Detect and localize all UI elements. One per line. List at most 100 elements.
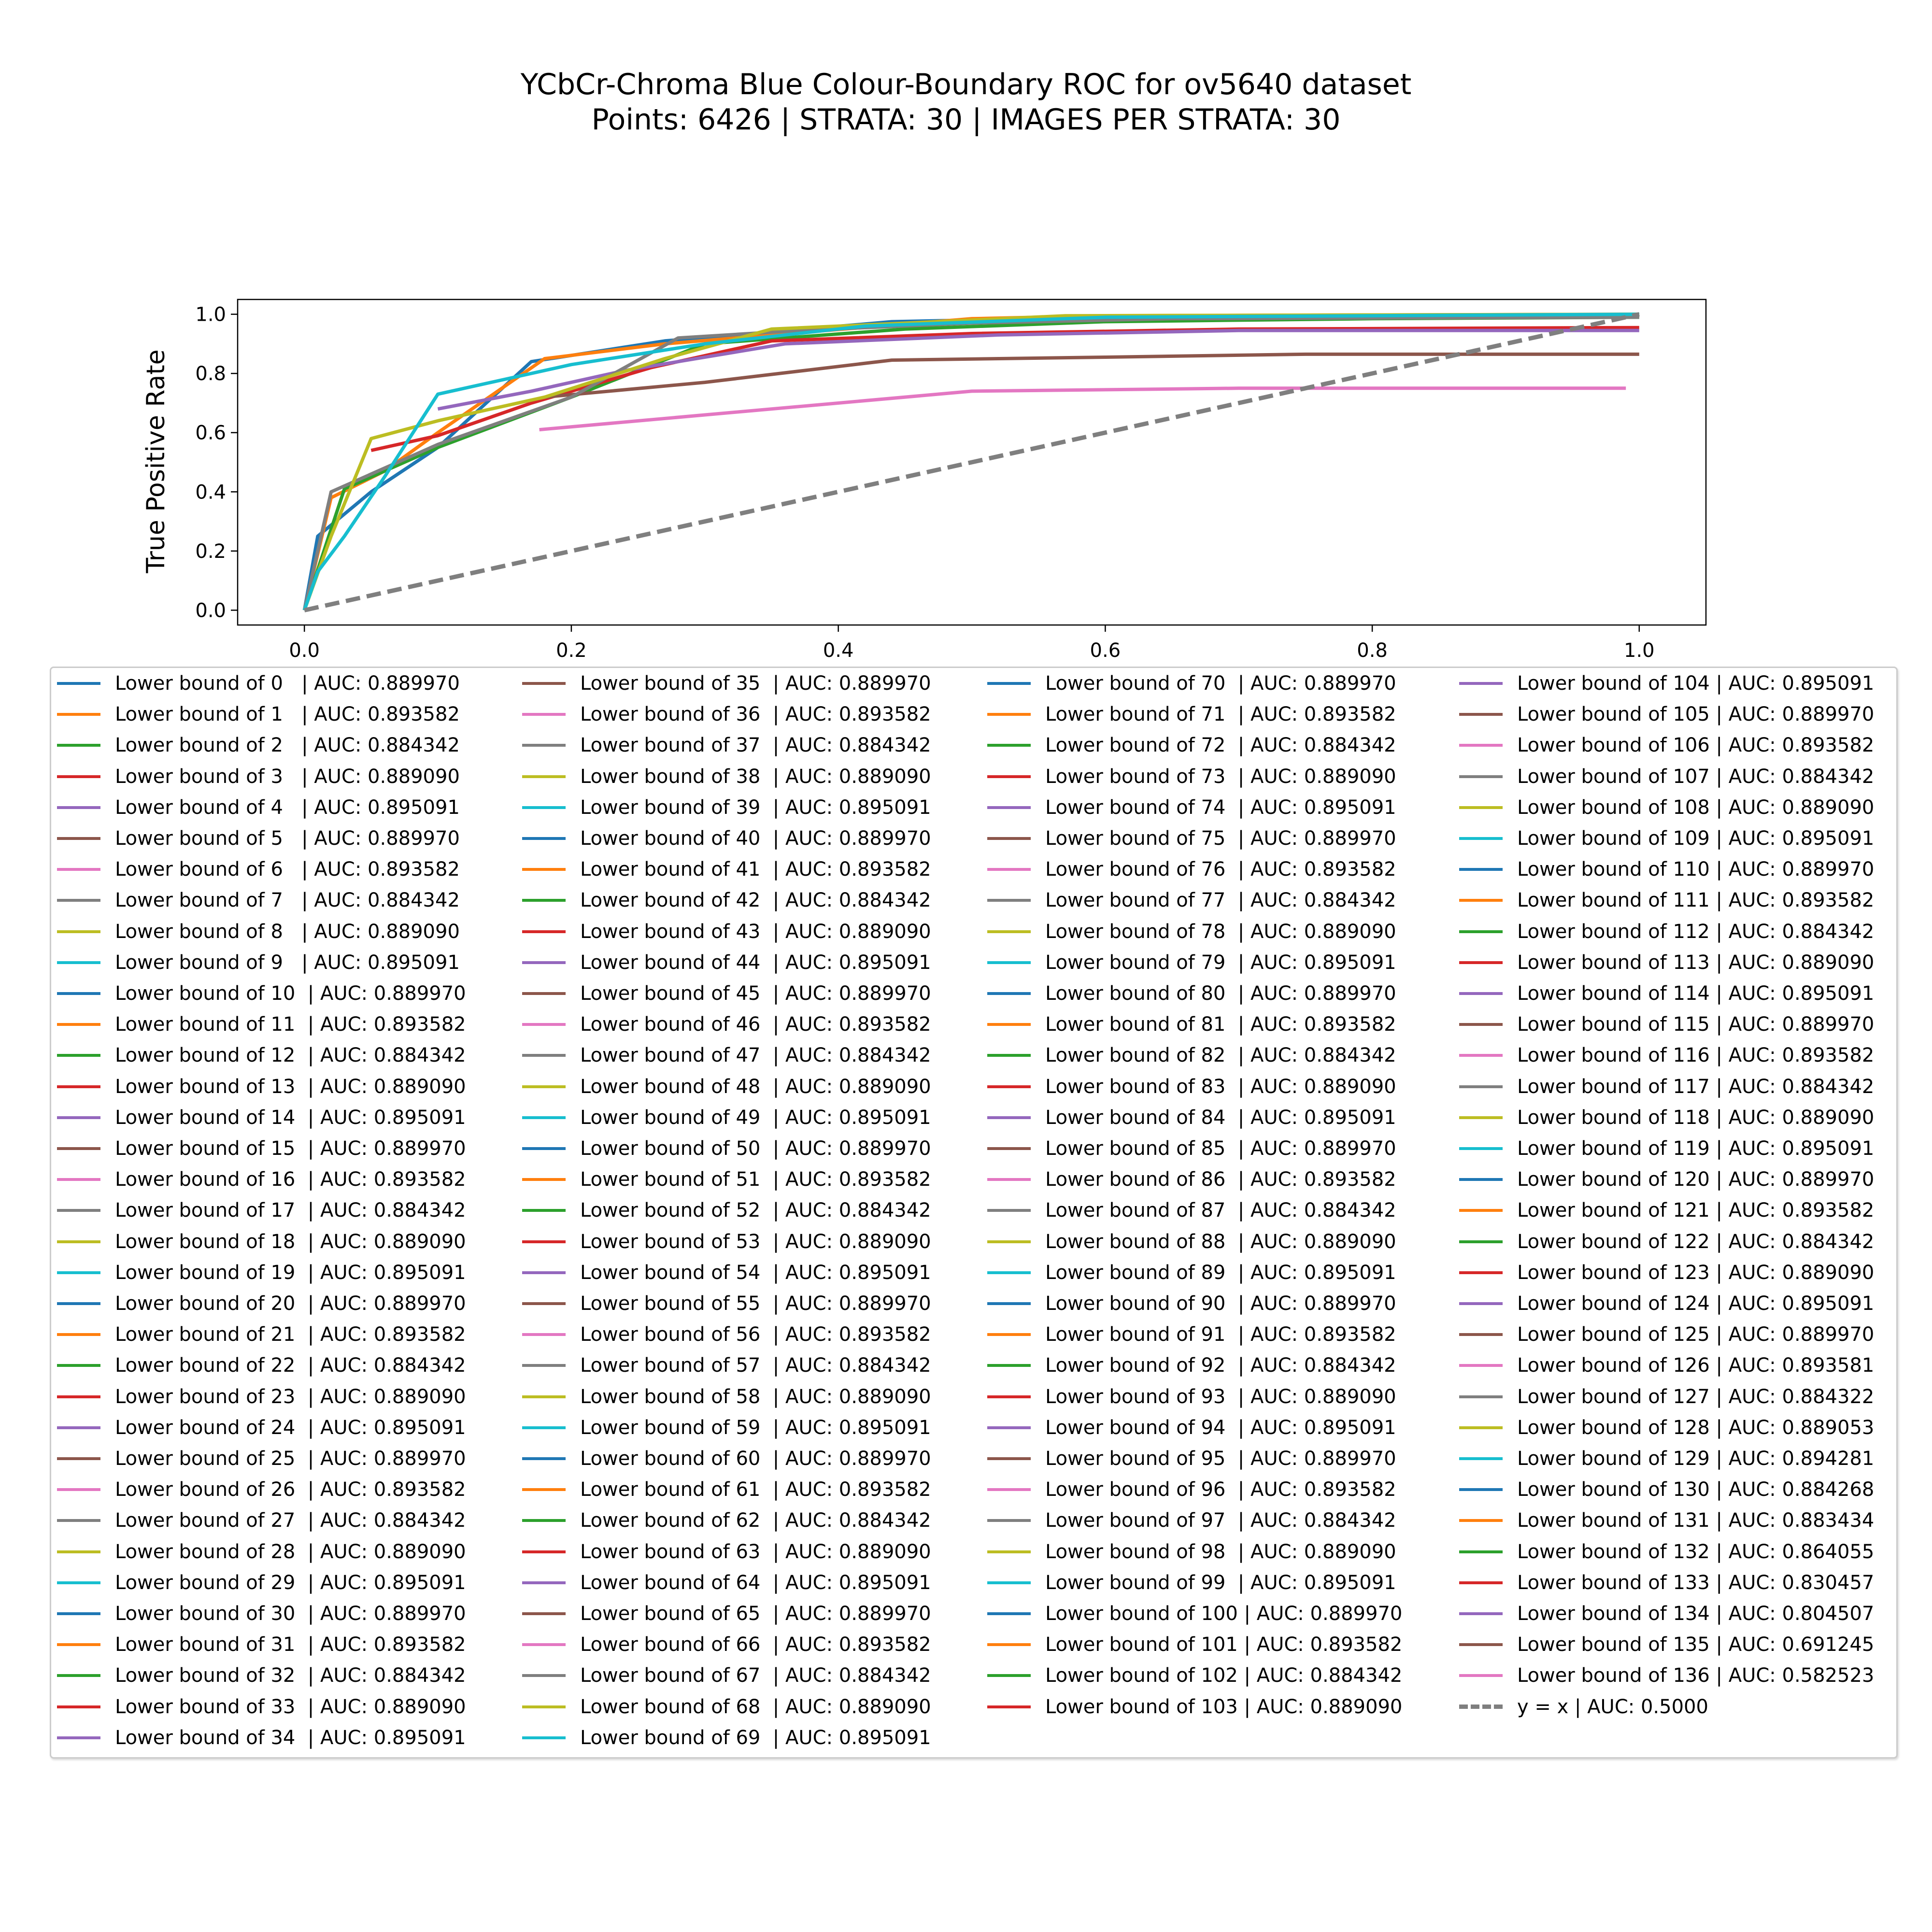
legend-swatch xyxy=(522,930,566,933)
legend-entry: Lower bound of 81 | AUC: 0.893582 xyxy=(987,1009,1396,1040)
roc-curves xyxy=(302,312,1640,612)
legend-swatch xyxy=(987,1209,1031,1212)
legend-label: Lower bound of 135 | AUC: 0.691245 xyxy=(1517,1634,1875,1656)
legend-swatch xyxy=(1459,1240,1503,1243)
legend-swatch xyxy=(522,1705,566,1708)
legend-entry: Lower bound of 106 | AUC: 0.893582 xyxy=(1459,730,1874,761)
legend-label: Lower bound of 98 | AUC: 0.889090 xyxy=(1045,1540,1396,1563)
legend-entry: Lower bound of 1 | AUC: 0.893582 xyxy=(57,699,460,730)
legend-entry: Lower bound of 82 | AUC: 0.884342 xyxy=(987,1040,1396,1071)
legend-label: Lower bound of 112 | AUC: 0.884342 xyxy=(1517,920,1875,943)
legend-swatch xyxy=(522,1054,566,1057)
legend-swatch xyxy=(57,868,100,871)
legend-swatch xyxy=(987,930,1031,933)
legend-entry: Lower bound of 5 | AUC: 0.889970 xyxy=(57,823,460,854)
legend-label: Lower bound of 118 | AUC: 0.889090 xyxy=(1517,1106,1875,1129)
legend-entry: Lower bound of 67 | AUC: 0.884342 xyxy=(522,1660,931,1691)
roc-curve-8 xyxy=(302,313,1639,611)
legend-entry: Lower bound of 6 | AUC: 0.893582 xyxy=(57,854,460,885)
legend-swatch xyxy=(57,1550,100,1553)
legend-entry: Lower bound of 43 | AUC: 0.889090 xyxy=(522,916,931,947)
legend-entry: Lower bound of 63 | AUC: 0.889090 xyxy=(522,1536,931,1567)
y-axis-label: True Positive Rate xyxy=(142,349,170,573)
legend-label: Lower bound of 59 | AUC: 0.895091 xyxy=(580,1416,931,1439)
legend-swatch xyxy=(987,1271,1031,1274)
legend-label: Lower bound of 35 | AUC: 0.889970 xyxy=(580,672,931,695)
legend-swatch xyxy=(522,1364,566,1367)
legend-swatch xyxy=(987,992,1031,995)
legend-entry: Lower bound of 89 | AUC: 0.895091 xyxy=(987,1257,1396,1288)
legend-swatch xyxy=(1459,1488,1503,1492)
legend-label: Lower bound of 9 | AUC: 0.895091 xyxy=(115,951,460,974)
legend-label: Lower bound of 101 | AUC: 0.893582 xyxy=(1045,1634,1403,1656)
legend-label: Lower bound of 96 | AUC: 0.893582 xyxy=(1045,1478,1396,1501)
legend-label: Lower bound of 102 | AUC: 0.884342 xyxy=(1045,1664,1403,1687)
legend-swatch xyxy=(987,775,1031,778)
legend-swatch xyxy=(57,930,100,933)
legend-label: Lower bound of 88 | AUC: 0.889090 xyxy=(1045,1230,1396,1253)
legend-entry: Lower bound of 111 | AUC: 0.893582 xyxy=(1459,885,1874,916)
legend-swatch xyxy=(522,806,566,809)
legend-entry: Lower bound of 35 | AUC: 0.889970 xyxy=(522,668,931,699)
legend-swatch xyxy=(1459,1178,1503,1181)
legend-swatch xyxy=(522,1116,566,1119)
legend-swatch xyxy=(1459,1209,1503,1212)
legend-entry: Lower bound of 128 | AUC: 0.889053 xyxy=(1459,1412,1874,1443)
legend-entry: Lower bound of 132 | AUC: 0.864055 xyxy=(1459,1536,1874,1567)
legend-swatch xyxy=(987,1333,1031,1336)
legend-label: Lower bound of 43 | AUC: 0.889090 xyxy=(580,920,931,943)
legend-swatch xyxy=(522,1457,566,1460)
legend-label: Lower bound of 2 | AUC: 0.884342 xyxy=(115,734,460,757)
legend-label: Lower bound of 100 | AUC: 0.889970 xyxy=(1045,1603,1403,1625)
legend-swatch xyxy=(987,961,1031,964)
legend-label: Lower bound of 68 | AUC: 0.889090 xyxy=(580,1695,931,1718)
legend-swatch xyxy=(522,1085,566,1088)
legend-entry: Lower bound of 70 | AUC: 0.889970 xyxy=(987,668,1396,699)
legend-label: Lower bound of 20 | AUC: 0.889970 xyxy=(115,1293,466,1315)
legend-label: Lower bound of 80 | AUC: 0.889970 xyxy=(1045,982,1396,1005)
legend-label: Lower bound of 125 | AUC: 0.889970 xyxy=(1517,1323,1875,1346)
legend-swatch xyxy=(987,1085,1031,1088)
legend-entry: Lower bound of 28 | AUC: 0.889090 xyxy=(57,1536,466,1567)
legend-entry: Lower bound of 109 | AUC: 0.895091 xyxy=(1459,823,1874,854)
legend-entry: Lower bound of 115 | AUC: 0.889970 xyxy=(1459,1009,1874,1040)
legend-entry: Lower bound of 41 | AUC: 0.893582 xyxy=(522,854,931,885)
legend-entry: Lower bound of 14 | AUC: 0.895091 xyxy=(57,1102,466,1133)
legend-label: Lower bound of 22 | AUC: 0.884342 xyxy=(115,1354,466,1377)
legend-entry: Lower bound of 33 | AUC: 0.889090 xyxy=(57,1691,466,1722)
legend-swatch xyxy=(1459,775,1503,778)
legend-entry: Lower bound of 12 | AUC: 0.884342 xyxy=(57,1040,466,1071)
legend-label: Lower bound of 115 | AUC: 0.889970 xyxy=(1517,1013,1875,1036)
legend-entry: Lower bound of 68 | AUC: 0.889090 xyxy=(522,1691,931,1722)
legend-label: Lower bound of 13 | AUC: 0.889090 xyxy=(115,1075,466,1098)
legend-label: Lower bound of 110 | AUC: 0.889970 xyxy=(1517,858,1875,881)
legend-entry: Lower bound of 76 | AUC: 0.893582 xyxy=(987,854,1396,885)
legend-label: Lower bound of 81 | AUC: 0.893582 xyxy=(1045,1013,1396,1036)
legend-swatch xyxy=(57,992,100,995)
legend-label: Lower bound of 127 | AUC: 0.884322 xyxy=(1517,1385,1875,1408)
legend-entry: Lower bound of 44 | AUC: 0.895091 xyxy=(522,947,931,978)
legend-label: Lower bound of 85 | AUC: 0.889970 xyxy=(1045,1137,1396,1160)
legend-entry: Lower bound of 127 | AUC: 0.884322 xyxy=(1459,1381,1874,1412)
legend-label: Lower bound of 53 | AUC: 0.889090 xyxy=(580,1230,931,1253)
legend-swatch xyxy=(1459,1581,1503,1584)
legend-label: Lower bound of 6 | AUC: 0.893582 xyxy=(115,858,460,881)
legend-label: Lower bound of 126 | AUC: 0.893581 xyxy=(1517,1354,1875,1377)
legend-label: Lower bound of 49 | AUC: 0.895091 xyxy=(580,1106,931,1129)
legend-entry: Lower bound of 46 | AUC: 0.893582 xyxy=(522,1009,931,1040)
legend-swatch xyxy=(522,1302,566,1305)
legend-label: Lower bound of 46 | AUC: 0.893582 xyxy=(580,1013,931,1036)
legend-label: Lower bound of 55 | AUC: 0.889970 xyxy=(580,1293,931,1315)
legend-swatch xyxy=(987,1581,1031,1584)
legend-swatch xyxy=(987,1023,1031,1026)
legend-swatch xyxy=(987,1116,1031,1119)
legend-label: Lower bound of 12 | AUC: 0.884342 xyxy=(115,1044,466,1067)
legend-label: Lower bound of 60 | AUC: 0.889970 xyxy=(580,1448,931,1470)
y-tick-label: 1.0 xyxy=(195,304,226,326)
legend-label: Lower bound of 19 | AUC: 0.895091 xyxy=(115,1261,466,1284)
legend-entry: Lower bound of 77 | AUC: 0.884342 xyxy=(987,885,1396,916)
legend-label: Lower bound of 89 | AUC: 0.895091 xyxy=(1045,1261,1396,1284)
legend-entry: Lower bound of 103 | AUC: 0.889090 xyxy=(987,1691,1402,1722)
legend-entry: Lower bound of 94 | AUC: 0.895091 xyxy=(987,1412,1396,1443)
